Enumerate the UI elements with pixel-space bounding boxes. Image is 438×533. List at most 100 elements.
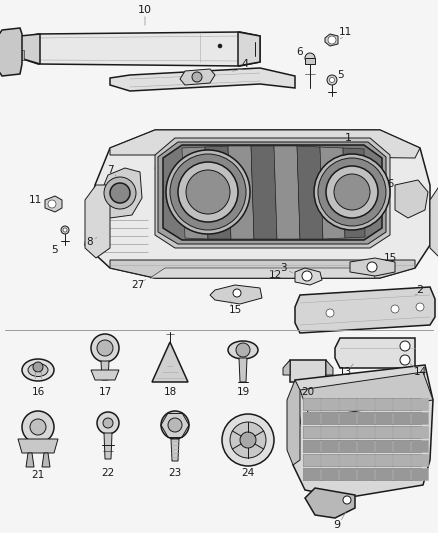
Circle shape xyxy=(22,411,54,443)
Polygon shape xyxy=(155,148,210,185)
Polygon shape xyxy=(20,34,40,64)
Polygon shape xyxy=(210,285,262,304)
Polygon shape xyxy=(101,361,109,380)
Bar xyxy=(14,50,24,60)
Bar xyxy=(303,398,421,410)
Circle shape xyxy=(33,362,43,372)
Circle shape xyxy=(116,172,128,184)
Polygon shape xyxy=(355,164,375,178)
Circle shape xyxy=(178,162,238,222)
Bar xyxy=(303,468,421,480)
Bar xyxy=(393,468,410,480)
Circle shape xyxy=(400,341,410,351)
Polygon shape xyxy=(110,68,295,91)
Circle shape xyxy=(327,75,337,85)
Text: 11: 11 xyxy=(339,27,352,37)
Bar xyxy=(393,440,410,452)
Bar xyxy=(321,454,338,466)
Circle shape xyxy=(305,53,315,63)
Bar xyxy=(375,398,392,410)
Circle shape xyxy=(8,43,15,50)
Bar xyxy=(321,412,338,424)
Polygon shape xyxy=(163,145,382,240)
Circle shape xyxy=(8,62,15,69)
Polygon shape xyxy=(274,146,300,239)
Polygon shape xyxy=(395,180,428,218)
Polygon shape xyxy=(290,360,326,382)
Circle shape xyxy=(103,418,113,428)
Text: 4: 4 xyxy=(241,59,248,69)
Polygon shape xyxy=(20,32,260,66)
Circle shape xyxy=(233,289,241,297)
Bar xyxy=(393,398,410,410)
Text: 25: 25 xyxy=(368,155,381,165)
Text: 15: 15 xyxy=(228,305,242,315)
Circle shape xyxy=(329,77,335,83)
Ellipse shape xyxy=(22,359,54,381)
Text: 10: 10 xyxy=(138,5,152,15)
Polygon shape xyxy=(205,146,231,239)
Circle shape xyxy=(328,36,336,44)
Bar xyxy=(303,468,320,480)
Circle shape xyxy=(97,227,107,237)
Polygon shape xyxy=(326,360,333,375)
Bar xyxy=(357,412,374,424)
Bar xyxy=(375,468,392,480)
Text: 5: 5 xyxy=(337,70,343,80)
Text: 1: 1 xyxy=(345,133,352,143)
Bar xyxy=(339,440,356,452)
Polygon shape xyxy=(91,370,119,380)
Bar xyxy=(357,468,374,480)
Polygon shape xyxy=(150,268,375,278)
Bar xyxy=(303,426,320,438)
Polygon shape xyxy=(297,146,323,239)
Bar xyxy=(321,468,338,480)
Circle shape xyxy=(367,262,377,272)
Bar xyxy=(305,58,315,64)
Polygon shape xyxy=(325,34,338,46)
Text: 8: 8 xyxy=(87,237,93,247)
Circle shape xyxy=(416,303,424,311)
Bar xyxy=(321,440,338,452)
Bar xyxy=(411,454,428,466)
Polygon shape xyxy=(228,146,254,239)
Circle shape xyxy=(110,183,130,203)
Bar xyxy=(339,398,356,410)
Circle shape xyxy=(314,154,390,230)
Bar xyxy=(411,426,428,438)
Bar xyxy=(411,468,428,480)
Bar xyxy=(357,398,374,410)
Circle shape xyxy=(168,418,182,432)
Text: 26: 26 xyxy=(381,179,395,189)
Bar xyxy=(375,454,392,466)
Text: 7: 7 xyxy=(107,165,113,175)
Polygon shape xyxy=(98,168,142,218)
Polygon shape xyxy=(239,358,247,382)
Text: 5: 5 xyxy=(52,245,58,255)
Polygon shape xyxy=(295,287,435,333)
Text: 17: 17 xyxy=(99,387,112,397)
Text: 20: 20 xyxy=(301,387,314,397)
Bar xyxy=(303,412,320,424)
Polygon shape xyxy=(155,138,390,248)
Circle shape xyxy=(186,170,230,214)
Bar xyxy=(393,426,410,438)
Polygon shape xyxy=(85,185,110,258)
Polygon shape xyxy=(182,147,208,239)
Circle shape xyxy=(63,228,67,232)
Circle shape xyxy=(391,305,399,313)
Text: 2: 2 xyxy=(417,285,424,295)
Bar xyxy=(303,398,320,410)
Ellipse shape xyxy=(28,364,48,376)
Bar xyxy=(303,440,421,452)
Text: 18: 18 xyxy=(163,387,177,397)
Bar xyxy=(357,440,374,452)
Polygon shape xyxy=(350,258,395,276)
Circle shape xyxy=(326,166,378,218)
Circle shape xyxy=(99,230,105,235)
Circle shape xyxy=(192,72,202,82)
Circle shape xyxy=(361,168,369,176)
Bar xyxy=(375,426,392,438)
Polygon shape xyxy=(110,130,420,158)
Bar xyxy=(339,454,356,466)
